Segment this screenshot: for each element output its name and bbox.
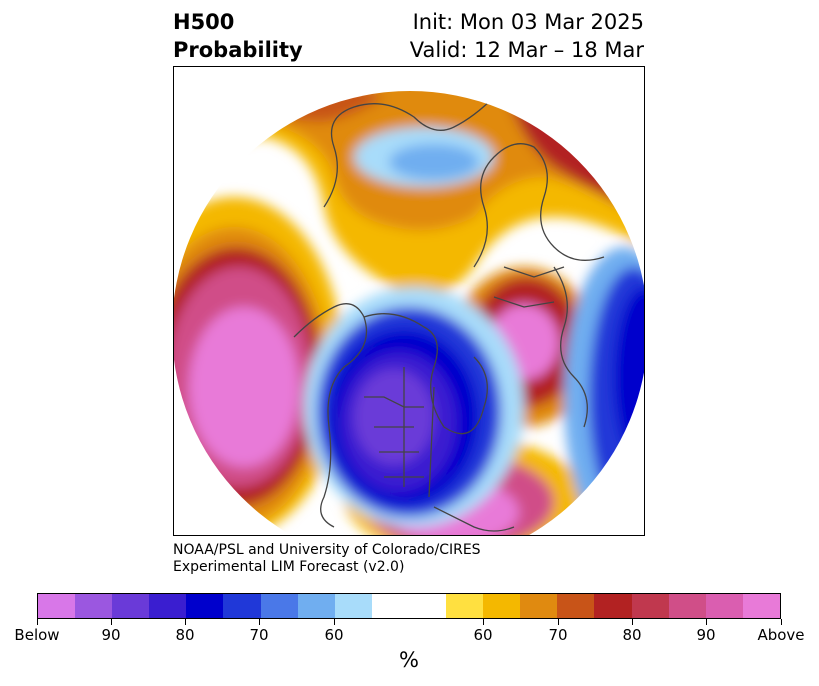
colorbar-segment [297,594,335,618]
above-normal-region-pacific [174,197,344,535]
colorbar-tick-mark [259,619,260,625]
colorbar [37,593,781,619]
colorbar-segment [520,594,558,618]
colorbar-tick-mark [111,619,112,625]
colorbar-segment [668,594,706,618]
colorbar-tick-mark [483,619,484,625]
anomaly-contour [354,369,434,465]
probability-map [174,91,644,535]
map-frame [173,66,645,536]
coastline-path [363,313,488,435]
coastline-path [433,506,515,532]
coastline-path [473,143,605,268]
colorbar-segment [631,594,669,618]
colorbar-segment [705,594,743,618]
colorbar-segment [334,594,372,618]
colorbar-tick-label: 80 [175,626,195,644]
colorbar-segment [260,594,298,618]
colorbar-tick-mark [781,619,782,625]
colorbar-unit: % [399,648,419,672]
credit-line-2: Experimental LIM Forecast (v2.0) [173,559,405,575]
colorbar-tick-mark [334,619,335,625]
coastline-path [293,303,368,528]
anomaly-contour [614,287,644,467]
anomaly-contour [389,144,479,180]
credit-text: NOAA/PSL and University of Colorado/CIRE… [173,542,481,576]
colorbar-tick-mark [706,619,707,625]
title-line-probability: Probability [173,38,303,62]
colorbar-tick-label: Above [757,626,805,644]
colorbar-tick-label: 60 [324,626,344,644]
colorbar-tick-label: 70 [548,626,568,644]
colorbar-tick-label: 90 [101,626,121,644]
credit-line-1: NOAA/PSL and University of Colorado/CIRE… [173,542,481,558]
colorbar-tick-mark [185,619,186,625]
colorbar-segment [38,594,76,618]
coastline-path [323,96,495,208]
forecast-dates: Init: Mon 03 Mar 2025 Valid: 12 Mar – 18… [410,8,644,64]
colorbar-segment [483,594,521,618]
colorbar-segment [446,594,484,618]
colorbar-segment [594,594,632,618]
colorbar-segment [742,594,780,618]
colorbar-segment [371,594,447,618]
colorbar-segment [557,594,595,618]
coastline-path [364,396,424,478]
title-line-variable: H500 [173,10,235,34]
valid-range: Valid: 12 Mar – 18 Mar [409,38,644,62]
map-title: H500 Probability [173,8,303,64]
anomaly-contour [189,307,299,467]
colorbar-tick-label: 80 [622,626,642,644]
colorbar-tick-mark [558,619,559,625]
colorbar-tick-mark [37,619,38,625]
coastline-path [403,367,435,498]
colorbar-segment [223,594,261,618]
coastline-path [553,266,588,428]
colorbar-segment [75,594,113,618]
coastline-path [493,266,565,308]
colorbar-tick-label: 90 [696,626,716,644]
colorbar-tick-label: Below [14,626,60,644]
colorbar-tick-label: 60 [473,626,493,644]
colorbar-segment [112,594,150,618]
colorbar-segment [186,594,224,618]
colorbar-segment [149,594,187,618]
below-normal-region-arctic [354,127,494,187]
colorbar-tick-label: 70 [249,626,269,644]
colorbar-tick-mark [632,619,633,625]
coastline-path [573,96,640,158]
init-date: Init: Mon 03 Mar 2025 [412,10,644,34]
